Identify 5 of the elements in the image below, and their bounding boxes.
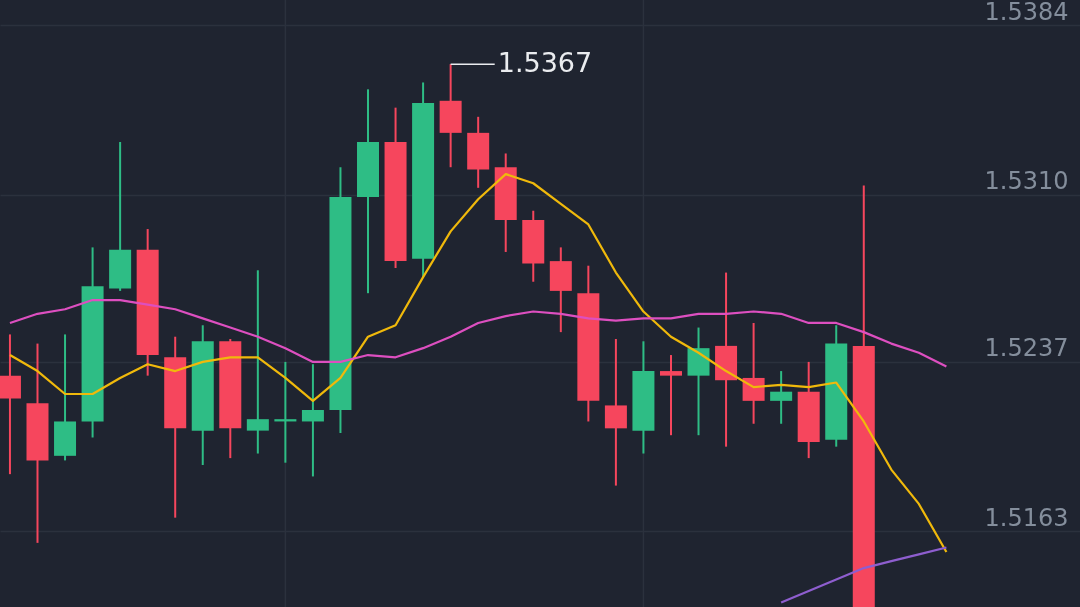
y-tick-label: 1.5237 bbox=[984, 334, 1069, 363]
y-tick-label: 1.5310 bbox=[984, 167, 1069, 196]
y-tick-label: 1.5384 bbox=[984, 0, 1069, 26]
y-tick-label: 1.5163 bbox=[984, 503, 1069, 532]
annotation: 1.5367 bbox=[497, 47, 593, 79]
